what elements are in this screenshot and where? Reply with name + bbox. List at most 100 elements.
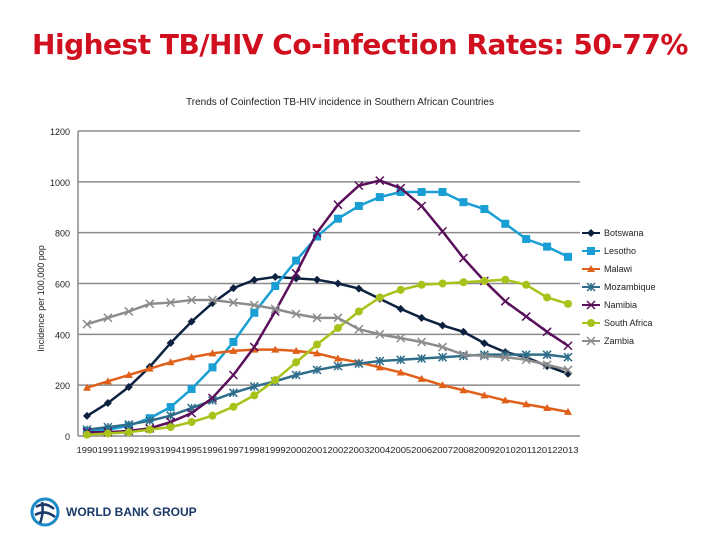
data-point-botswana — [313, 275, 322, 284]
data-point-namibia — [521, 312, 531, 322]
legend-marker-namibia — [586, 300, 596, 310]
data-point-malawi — [313, 349, 322, 357]
data-point-zambia — [166, 298, 176, 308]
y-tick-label: 1000 — [50, 178, 70, 188]
data-point-south-africa — [501, 275, 510, 284]
data-point-malawi — [271, 345, 280, 353]
y-tick-label: 1200 — [50, 127, 70, 137]
data-point-south-africa — [522, 280, 531, 289]
data-point-zambia — [82, 319, 92, 329]
data-point-mozambique — [563, 352, 573, 362]
data-point-lesotho — [438, 188, 447, 196]
data-point-south-africa — [313, 340, 322, 349]
x-tick-label: 2009 — [474, 446, 496, 455]
series-line-lesotho — [86, 190, 569, 433]
data-point-namibia — [228, 370, 238, 380]
legend-label-malawi: Malawi — [604, 264, 632, 274]
data-point-botswana — [103, 398, 112, 407]
data-point-malawi — [438, 381, 447, 389]
data-point-south-africa — [145, 425, 154, 434]
data-point-lesotho — [292, 256, 301, 265]
legend-label-namibia: Namibia — [604, 300, 637, 310]
data-point-malawi — [124, 371, 133, 378]
data-point-south-africa — [124, 428, 133, 437]
x-tick-label: 2001 — [307, 446, 329, 455]
data-point-south-africa — [396, 285, 405, 294]
x-tick-label: 2002 — [328, 446, 350, 455]
globe-icon — [30, 497, 60, 527]
data-point-lesotho — [313, 232, 322, 241]
data-point-south-africa — [103, 429, 112, 438]
series-line-malawi — [86, 348, 569, 414]
data-point-south-africa — [166, 423, 175, 432]
data-point-zambia — [354, 324, 364, 334]
data-point-zambia — [500, 352, 510, 362]
x-tick-label: 1996 — [202, 446, 224, 455]
x-tick-label: 2003 — [348, 446, 370, 455]
data-point-malawi — [166, 358, 175, 366]
data-point-lesotho — [480, 205, 489, 214]
legend-label-botswana: Botswana — [604, 228, 644, 238]
data-point-zambia — [479, 351, 489, 361]
data-point-namibia — [354, 181, 364, 191]
data-point-lesotho — [501, 219, 510, 228]
x-tick-label: 1990 — [77, 446, 99, 455]
data-point-botswana — [271, 272, 280, 281]
data-point-lesotho — [396, 188, 405, 196]
data-point-zambia — [437, 342, 448, 352]
data-point-botswana — [438, 321, 447, 330]
x-tick-label: 1999 — [265, 446, 287, 455]
y-tick-label: 0 — [65, 432, 70, 442]
data-point-south-africa — [271, 376, 280, 385]
data-point-mozambique — [354, 359, 364, 369]
x-tick-label: 1998 — [244, 446, 266, 455]
data-point-botswana — [250, 275, 259, 284]
data-point-namibia — [458, 253, 468, 263]
data-point-mozambique — [312, 365, 322, 375]
data-point-zambia — [103, 313, 113, 323]
data-point-zambia — [417, 337, 427, 347]
data-point-botswana — [480, 339, 489, 348]
data-point-zambia — [124, 306, 134, 316]
data-point-malawi — [83, 383, 91, 391]
data-point-namibia — [437, 226, 448, 236]
series-line-zambia — [86, 298, 569, 372]
data-point-malawi — [103, 377, 112, 385]
x-tick-label: 2012 — [537, 446, 559, 455]
data-point-malawi — [229, 346, 238, 354]
data-point-lesotho — [543, 242, 552, 251]
data-point-lesotho — [375, 193, 384, 202]
data-point-south-africa — [83, 430, 91, 439]
data-point-malawi — [417, 374, 426, 382]
legend-marker-lesotho — [587, 247, 595, 255]
data-point-south-africa — [459, 278, 468, 287]
data-point-malawi — [208, 349, 217, 357]
data-point-south-africa — [417, 280, 426, 289]
legend-marker-zambia — [586, 336, 596, 346]
y-tick-label: 400 — [55, 330, 70, 340]
data-point-malawi — [187, 353, 196, 361]
data-point-lesotho — [333, 214, 342, 223]
x-tick-label: 2007 — [432, 446, 454, 455]
data-point-malawi — [459, 386, 468, 394]
legend-marker-botswana — [587, 229, 595, 237]
data-point-south-africa — [187, 418, 196, 427]
data-point-south-africa — [229, 402, 238, 411]
data-point-namibia — [249, 342, 259, 352]
x-tick-label: 1991 — [97, 446, 119, 455]
slide-title: Highest TB/HIV Co-infection Rates: 50-77… — [32, 28, 688, 61]
legend-label-lesotho: Lesotho — [604, 246, 636, 256]
data-point-botswana — [417, 313, 426, 322]
legend-label-zambia: Zambia — [604, 336, 634, 346]
data-point-namibia — [500, 296, 510, 306]
data-point-zambia — [145, 299, 155, 309]
legend-label-south-africa: South Africa — [604, 318, 653, 328]
x-tick-label: 2011 — [516, 446, 538, 455]
data-point-zambia — [542, 360, 552, 370]
x-tick-label: 2010 — [495, 446, 517, 455]
data-point-malawi — [396, 368, 405, 376]
data-point-botswana — [83, 411, 91, 420]
data-point-botswana — [187, 317, 196, 326]
data-point-malawi — [375, 363, 384, 371]
